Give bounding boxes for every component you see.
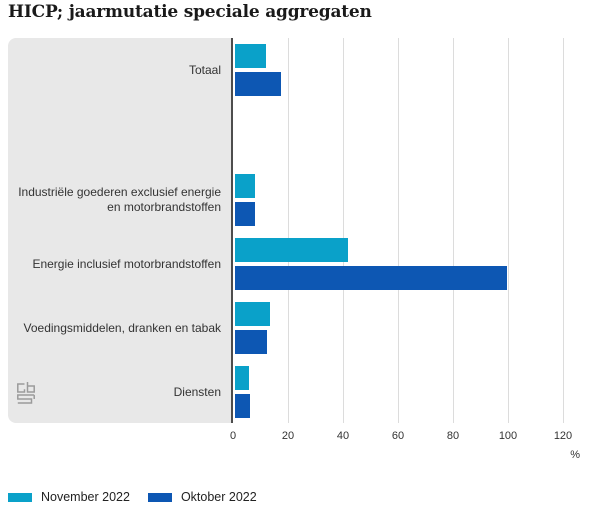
category-label: Diensten	[173, 384, 221, 399]
legend-swatch-oktober	[147, 492, 172, 502]
bar-november-2022	[235, 302, 271, 326]
axis-unit-label: %	[570, 449, 580, 461]
category-label: Energie inclusief motorbrandstoffen	[32, 256, 221, 271]
gridline	[398, 38, 399, 423]
x-tick-label: 60	[391, 430, 405, 442]
x-tick-label: 20	[281, 430, 295, 442]
gridline	[563, 38, 564, 423]
y-axis-line	[231, 38, 233, 423]
bar-november-2022	[235, 238, 348, 262]
gridline	[508, 38, 509, 423]
gridline	[288, 38, 289, 423]
bar-oktober-2022	[235, 202, 256, 226]
legend-item-november: November 2022	[8, 490, 130, 504]
legend: November 2022 Oktober 2022	[8, 490, 257, 504]
bar-november-2022	[235, 174, 255, 198]
x-tick-label: 120	[553, 430, 573, 442]
legend-label-november: November 2022	[41, 490, 130, 504]
bar-oktober-2022	[235, 266, 508, 290]
gridline	[453, 38, 454, 423]
category-panel-background	[8, 38, 233, 423]
category-label: Voedingsmiddelen, dranken en tabak	[23, 320, 221, 335]
category-label: Industriële goederen exclusief energie e…	[18, 185, 221, 214]
bar-november-2022	[235, 44, 267, 68]
bar-november-2022	[235, 366, 249, 390]
bar-oktober-2022	[235, 394, 251, 418]
gridline	[343, 38, 344, 423]
legend-label-oktober: Oktober 2022	[180, 490, 257, 504]
x-tick-label: 0	[229, 430, 237, 442]
bar-oktober-2022	[235, 72, 282, 96]
x-tick-label: 40	[336, 430, 350, 442]
bar-oktober-2022	[235, 330, 267, 354]
x-tick-label: 100	[498, 430, 518, 442]
legend-swatch-november	[8, 492, 32, 502]
chart-title: HICP; jaarmutatie speciale aggregaten	[8, 2, 372, 22]
cbs-logo	[17, 382, 35, 404]
category-label: Totaal	[188, 62, 221, 77]
legend-item-oktober: Oktober 2022	[147, 490, 257, 504]
x-tick-label: 80	[446, 430, 460, 442]
